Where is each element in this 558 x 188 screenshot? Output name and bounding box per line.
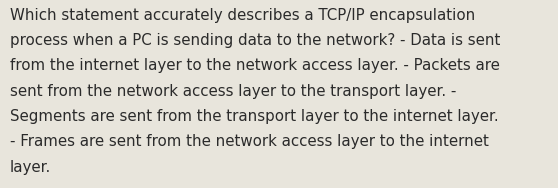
Text: sent from the network access layer to the transport layer. -: sent from the network access layer to th… <box>10 84 456 99</box>
Text: Which statement accurately describes a TCP/IP encapsulation: Which statement accurately describes a T… <box>10 8 475 23</box>
Text: process when a PC is sending data to the network? - Data is sent: process when a PC is sending data to the… <box>10 33 501 48</box>
Text: layer.: layer. <box>10 160 51 175</box>
Text: - Frames are sent from the network access layer to the internet: - Frames are sent from the network acces… <box>10 134 489 149</box>
Text: from the internet layer to the network access layer. - Packets are: from the internet layer to the network a… <box>10 58 500 73</box>
Text: Segments are sent from the transport layer to the internet layer.: Segments are sent from the transport lay… <box>10 109 499 124</box>
